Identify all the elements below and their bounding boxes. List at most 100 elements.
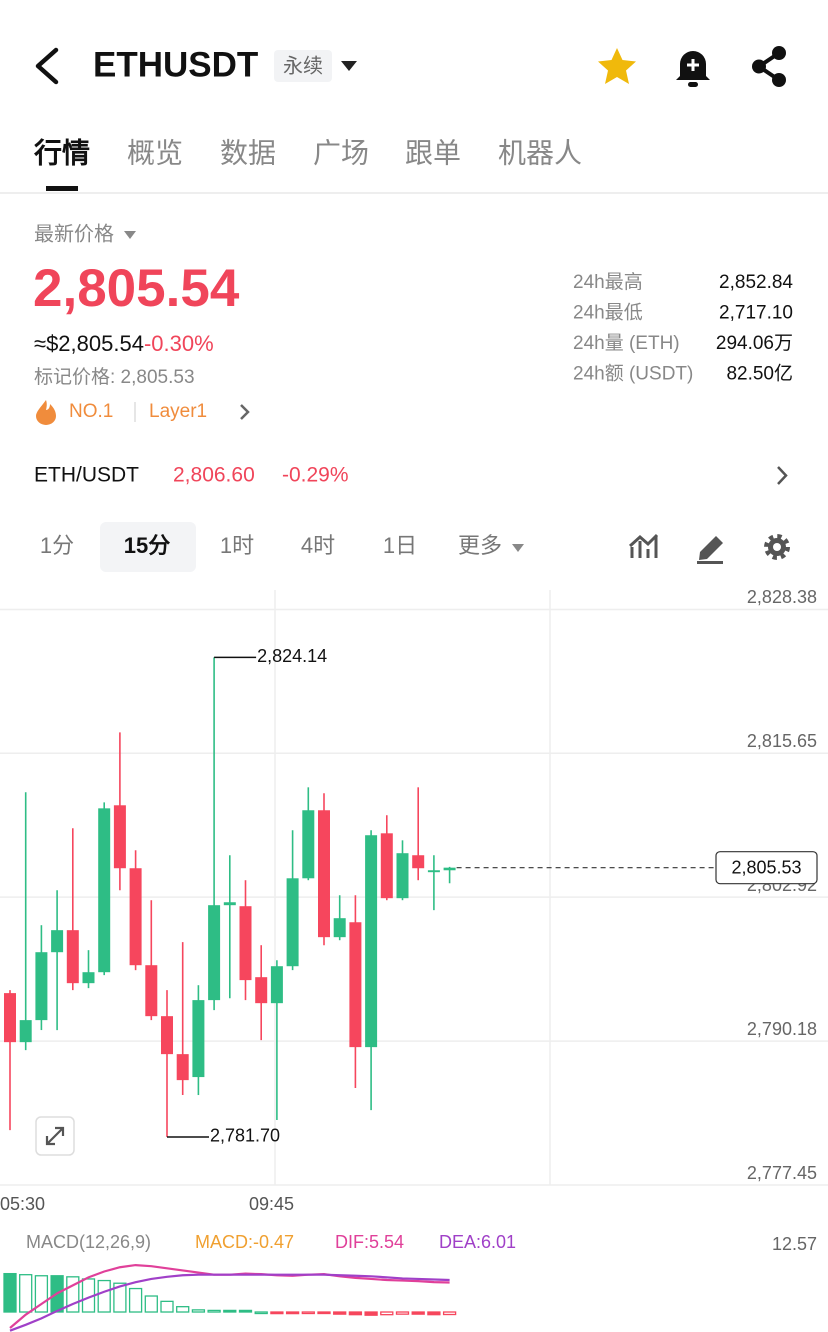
macd-bar	[128, 1287, 143, 1313]
macd-line	[9, 1273, 450, 1332]
candle-body	[176, 1054, 189, 1081]
y-tick-label: 12.57	[772, 1234, 817, 1254]
candle-body	[4, 993, 16, 1043]
interval-tab[interactable]: 15分	[124, 533, 170, 558]
stat-label: 24h最高	[573, 271, 643, 293]
tags-more[interactable]	[240, 404, 250, 420]
candle-body	[208, 905, 221, 1001]
y-tick-label: 2,790.18	[747, 1019, 817, 1039]
last-price-label: 2,805.53	[731, 857, 801, 877]
stat-label: 24h额 (USDT)	[573, 363, 693, 385]
macd-bar	[254, 1311, 268, 1315]
candle-body	[365, 835, 378, 1048]
candle-body	[51, 930, 64, 953]
candle-body	[333, 918, 346, 938]
macd-bar	[348, 1311, 363, 1316]
macd-bar	[223, 1309, 237, 1313]
spot-chevron[interactable]	[777, 466, 788, 485]
tab[interactable]: 跟单	[405, 137, 461, 168]
macd-bar	[191, 1309, 206, 1313]
hot-icon	[36, 400, 56, 425]
symbol-dropdown[interactable]	[341, 61, 357, 71]
candle-body	[302, 810, 315, 879]
macd-bar	[442, 1311, 457, 1316]
candle-body	[82, 972, 95, 984]
contract-type: 永续	[283, 54, 323, 77]
spot-pair[interactable]: ETH/USDT	[34, 464, 139, 487]
candle-body	[443, 867, 456, 871]
candle-body	[427, 870, 440, 873]
tab[interactable]: 行情	[33, 136, 90, 168]
rank-tag[interactable]: NO.1	[69, 401, 113, 422]
macd-bar	[160, 1300, 174, 1313]
settings-button[interactable]	[764, 534, 790, 560]
tab-indicator	[46, 186, 79, 191]
favorite-star[interactable]	[598, 48, 636, 84]
tab[interactable]: 机器人	[498, 137, 582, 168]
dif-legend: DIF:5.54	[335, 1232, 404, 1252]
interval-tab[interactable]: 4时	[301, 533, 335, 558]
tab[interactable]: 广场	[313, 137, 369, 168]
candle-body	[412, 855, 425, 869]
y-tick-label: 2,815.65	[747, 731, 817, 751]
spot-change: -0.29%	[282, 464, 349, 487]
fullscreen-icon	[45, 1126, 65, 1146]
stat-value: 294.06万	[716, 333, 793, 354]
stat-value: 2,717.10	[719, 303, 793, 324]
last-price: 2,805.54	[33, 259, 240, 318]
candle-body	[161, 1016, 173, 1055]
candle-body	[223, 902, 236, 906]
macd-bar	[333, 1311, 347, 1315]
macd-bar	[380, 1311, 394, 1316]
share[interactable]	[752, 46, 786, 87]
candle-body	[145, 965, 158, 1017]
x-tick-label: 05:30	[0, 1194, 45, 1214]
extreme-label: 2,824.14	[257, 646, 327, 666]
candle-body	[349, 922, 362, 1048]
active-interval-bg	[100, 522, 196, 572]
candle-body	[113, 805, 126, 869]
price-dropdown[interactable]	[124, 231, 136, 239]
interval-tab[interactable]: 1时	[220, 533, 254, 558]
stat-value: 82.50亿	[726, 363, 793, 385]
spot-price: 2,806.60	[173, 464, 255, 487]
macd-bar	[176, 1306, 190, 1313]
more-dropdown[interactable]	[512, 544, 524, 552]
candle-body	[129, 868, 142, 966]
interval-tab[interactable]: 1日	[383, 533, 417, 558]
tab[interactable]: 数据	[220, 137, 276, 168]
candle-body	[286, 878, 299, 967]
macd-bar	[144, 1295, 158, 1313]
sector-tag[interactable]: Layer1	[149, 401, 207, 422]
dea-legend: DEA:6.01	[439, 1232, 516, 1252]
extreme-label: 2,781.70	[210, 1126, 280, 1146]
mark-price: 标记价格: 2,805.53	[34, 366, 195, 388]
interval-tab[interactable]: 更多	[458, 533, 502, 558]
y-tick-label: 2,777.45	[747, 1163, 817, 1183]
macd-bar	[97, 1279, 111, 1313]
candle-body	[270, 966, 283, 1004]
macd-bar	[270, 1311, 284, 1315]
candle-body	[318, 810, 330, 938]
x-tick-label: 09:45	[249, 1194, 294, 1214]
alert-bell[interactable]	[676, 51, 710, 87]
back-button[interactable]	[35, 47, 59, 85]
candle-body	[255, 977, 268, 1004]
candle-body	[380, 833, 393, 899]
candle-body	[66, 930, 79, 984]
stat-value: 2,852.84	[719, 272, 793, 293]
macd-bar	[317, 1311, 331, 1315]
macd-bar	[395, 1311, 410, 1315]
indicator-button[interactable]	[628, 533, 659, 558]
price-label: 最新价格	[34, 222, 114, 245]
macd-bar	[285, 1311, 300, 1315]
macd-bar	[427, 1311, 441, 1316]
y-tick-label: 2,828.38	[747, 587, 817, 607]
macd-bar	[207, 1309, 221, 1313]
interval-tab[interactable]: 1分	[40, 533, 74, 558]
tab[interactable]: 概览	[127, 137, 183, 168]
macd-bar	[301, 1311, 315, 1315]
last-price-box	[715, 851, 818, 885]
draw-button[interactable]	[697, 536, 723, 564]
